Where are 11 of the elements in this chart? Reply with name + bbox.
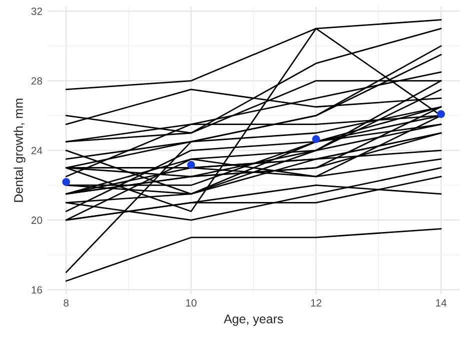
y-tick-label: 28 bbox=[31, 77, 42, 85]
y-tick-label: 16 bbox=[32, 286, 42, 294]
x-tick-label: 10 bbox=[186, 299, 196, 307]
x-axis-title: Age, years bbox=[224, 314, 284, 326]
x-tick-label: 8 bbox=[64, 299, 69, 307]
y-axis-title: Dental growth, mm bbox=[14, 98, 26, 202]
y-tick-label: 20 bbox=[31, 216, 42, 224]
x-tick-label: 12 bbox=[311, 299, 322, 306]
x-tick-label: 14 bbox=[436, 299, 447, 306]
y-tick-label: 32 bbox=[31, 8, 42, 15]
y-tick-label: 24 bbox=[31, 146, 42, 154]
